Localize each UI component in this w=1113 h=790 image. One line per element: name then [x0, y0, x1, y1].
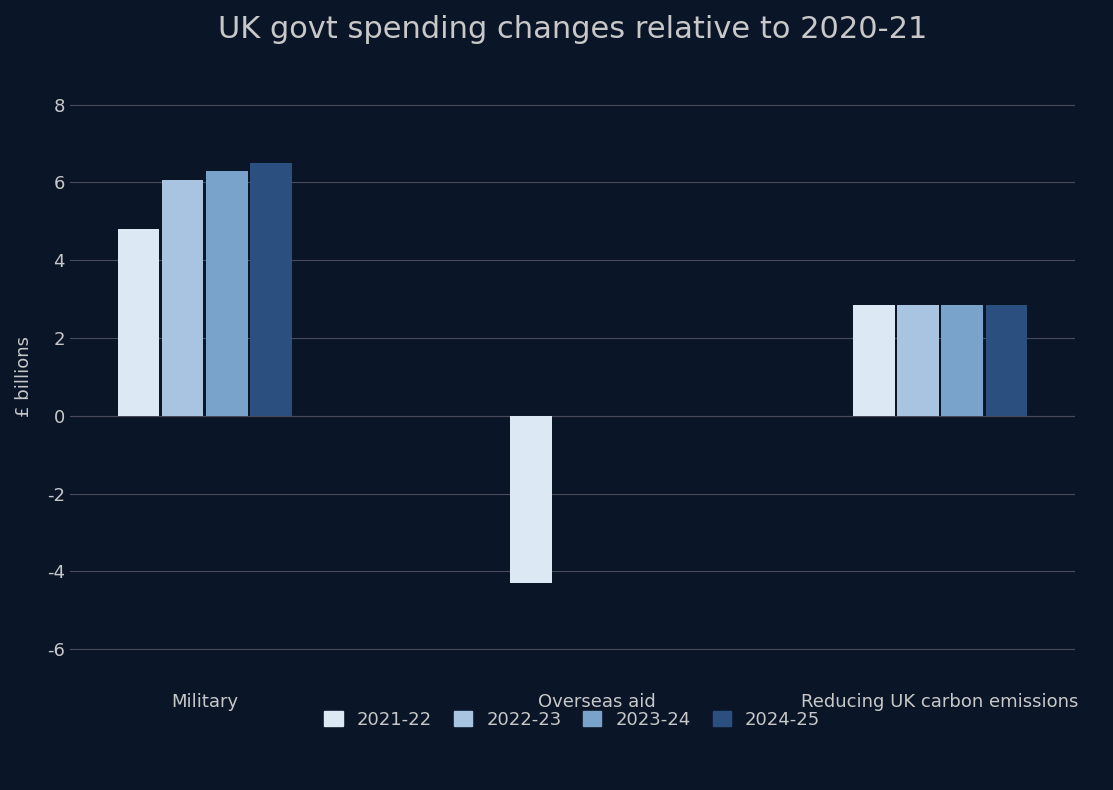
- Bar: [161, 180, 204, 416]
- Bar: [250, 163, 292, 416]
- Title: UK govt spending changes relative to 2020-21: UK govt spending changes relative to 202…: [218, 15, 927, 44]
- Bar: [897, 305, 939, 416]
- Bar: [942, 305, 983, 416]
- Bar: [118, 229, 159, 416]
- Bar: [854, 305, 895, 416]
- Bar: [510, 416, 552, 583]
- Bar: [206, 171, 247, 416]
- Legend: 2021-22, 2022-23, 2023-24, 2024-25: 2021-22, 2022-23, 2023-24, 2024-25: [325, 711, 820, 728]
- Y-axis label: £ billions: £ billions: [14, 337, 33, 417]
- Bar: [985, 305, 1027, 416]
